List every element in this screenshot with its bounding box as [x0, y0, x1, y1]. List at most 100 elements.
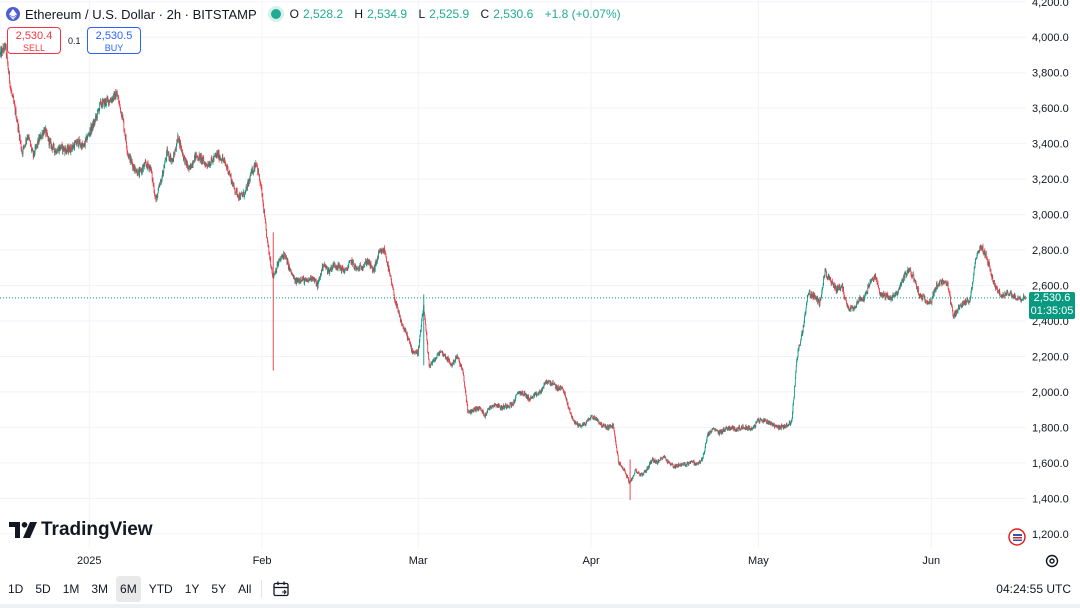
candle-body — [97, 109, 99, 111]
candle-body — [617, 455, 619, 462]
price-axis: 1,200.01,400.01,600.01,800.02,000.02,200… — [1032, 0, 1069, 541]
candle-body — [1017, 299, 1018, 300]
candle-body — [576, 422, 577, 425]
candle-body — [821, 291, 823, 296]
candle-body — [221, 160, 223, 162]
candle-body — [827, 278, 829, 280]
candle-body — [574, 420, 575, 424]
ethereum-icon[interactable] — [6, 7, 20, 21]
candle-body — [944, 282, 945, 283]
range-5d-button[interactable]: 5D — [35, 582, 51, 596]
candle-body — [641, 473, 642, 475]
candle-body — [1010, 292, 1011, 294]
candle-body — [625, 473, 627, 474]
range-1y-button[interactable]: 1Y — [184, 582, 200, 596]
candle-body — [772, 423, 773, 425]
candle-body — [813, 293, 815, 298]
candle-body — [873, 274, 875, 278]
candle-body — [734, 427, 735, 429]
range-3m-button[interactable]: 3M — [91, 582, 109, 596]
buy-button[interactable]: 2,530.5 BUY — [87, 27, 141, 54]
settings-icon[interactable] — [1044, 553, 1060, 574]
candle-body — [75, 140, 76, 143]
candle-body — [363, 266, 364, 267]
range-all-button[interactable]: All — [238, 582, 252, 596]
candle-body — [549, 381, 550, 382]
candle-body — [4, 43, 6, 45]
candle-body — [1012, 296, 1014, 298]
candle-body — [122, 115, 123, 119]
candle-body — [433, 358, 435, 360]
range-1d-button[interactable]: 1D — [8, 582, 24, 596]
candle-body — [355, 267, 357, 270]
candle-body — [592, 417, 594, 419]
candle-body — [112, 97, 114, 102]
candle-body — [466, 400, 468, 403]
candle-body — [952, 315, 954, 317]
candle-body — [537, 393, 538, 395]
candle-body — [472, 410, 474, 412]
candle-body — [14, 103, 15, 106]
candle-body — [555, 387, 557, 390]
candle-body — [476, 406, 478, 408]
economic-events-icon[interactable] — [1006, 527, 1026, 552]
candle-body — [645, 470, 647, 472]
candle-body — [800, 341, 801, 346]
logo-text: TradingView — [41, 519, 153, 540]
candle-body — [320, 273, 321, 279]
candle-body — [702, 457, 704, 459]
candle-body — [905, 273, 907, 277]
candle-body — [42, 132, 43, 137]
candle-body — [744, 428, 746, 430]
candle-body — [294, 276, 295, 280]
candle-body — [189, 166, 191, 168]
candle-body — [237, 194, 239, 196]
candle-body — [550, 383, 552, 385]
sell-button[interactable]: 2,530.4 SELL — [7, 27, 61, 54]
candle-body — [35, 146, 36, 149]
candle-body — [701, 458, 703, 461]
candle-body — [984, 250, 985, 254]
candle-body — [822, 287, 824, 289]
candle-body — [575, 421, 576, 424]
candle-body — [939, 280, 941, 282]
candle-body — [368, 259, 370, 264]
candle-body — [829, 277, 831, 279]
candle-body — [286, 257, 288, 265]
candle-body — [724, 429, 726, 431]
candle-body — [195, 153, 197, 158]
candle-body — [507, 405, 509, 407]
candle-body — [495, 405, 497, 407]
candle-body — [198, 159, 199, 161]
candle-body — [1010, 291, 1012, 293]
calendar-icon[interactable] — [272, 580, 290, 598]
symbol-title[interactable]: Ethereum / U.S. Dollar · 2h · BITSTAMP — [25, 6, 257, 22]
candle-body — [715, 429, 717, 430]
candle-body — [574, 421, 576, 424]
range-1m-button[interactable]: 1M — [62, 582, 80, 596]
candle-body — [990, 269, 992, 275]
candle-body — [76, 140, 78, 145]
candle-body — [965, 302, 967, 305]
candle-body — [493, 404, 495, 407]
tradingview-logo[interactable]: TradingView — [9, 519, 153, 541]
candle-body — [400, 320, 402, 322]
candle-body — [978, 251, 980, 253]
candle-body — [578, 423, 580, 427]
candle-body — [711, 428, 713, 432]
candle-body — [795, 365, 797, 372]
candle-body — [835, 290, 837, 293]
candle-body — [55, 150, 56, 153]
candle-body — [468, 410, 470, 413]
candle-body — [474, 407, 476, 412]
candle-body — [899, 287, 901, 288]
close-value: 2,530.6 — [493, 7, 534, 21]
range-ytd-button[interactable]: YTD — [148, 582, 173, 596]
candle-body — [996, 286, 997, 288]
utc-clock[interactable]: 04:24:55 UTC — [996, 582, 1071, 596]
range-6m-button[interactable]: 6M — [116, 576, 141, 602]
range-5y-button[interactable]: 5Y — [211, 582, 227, 596]
candle-body — [344, 271, 345, 273]
candle-body — [100, 100, 102, 106]
